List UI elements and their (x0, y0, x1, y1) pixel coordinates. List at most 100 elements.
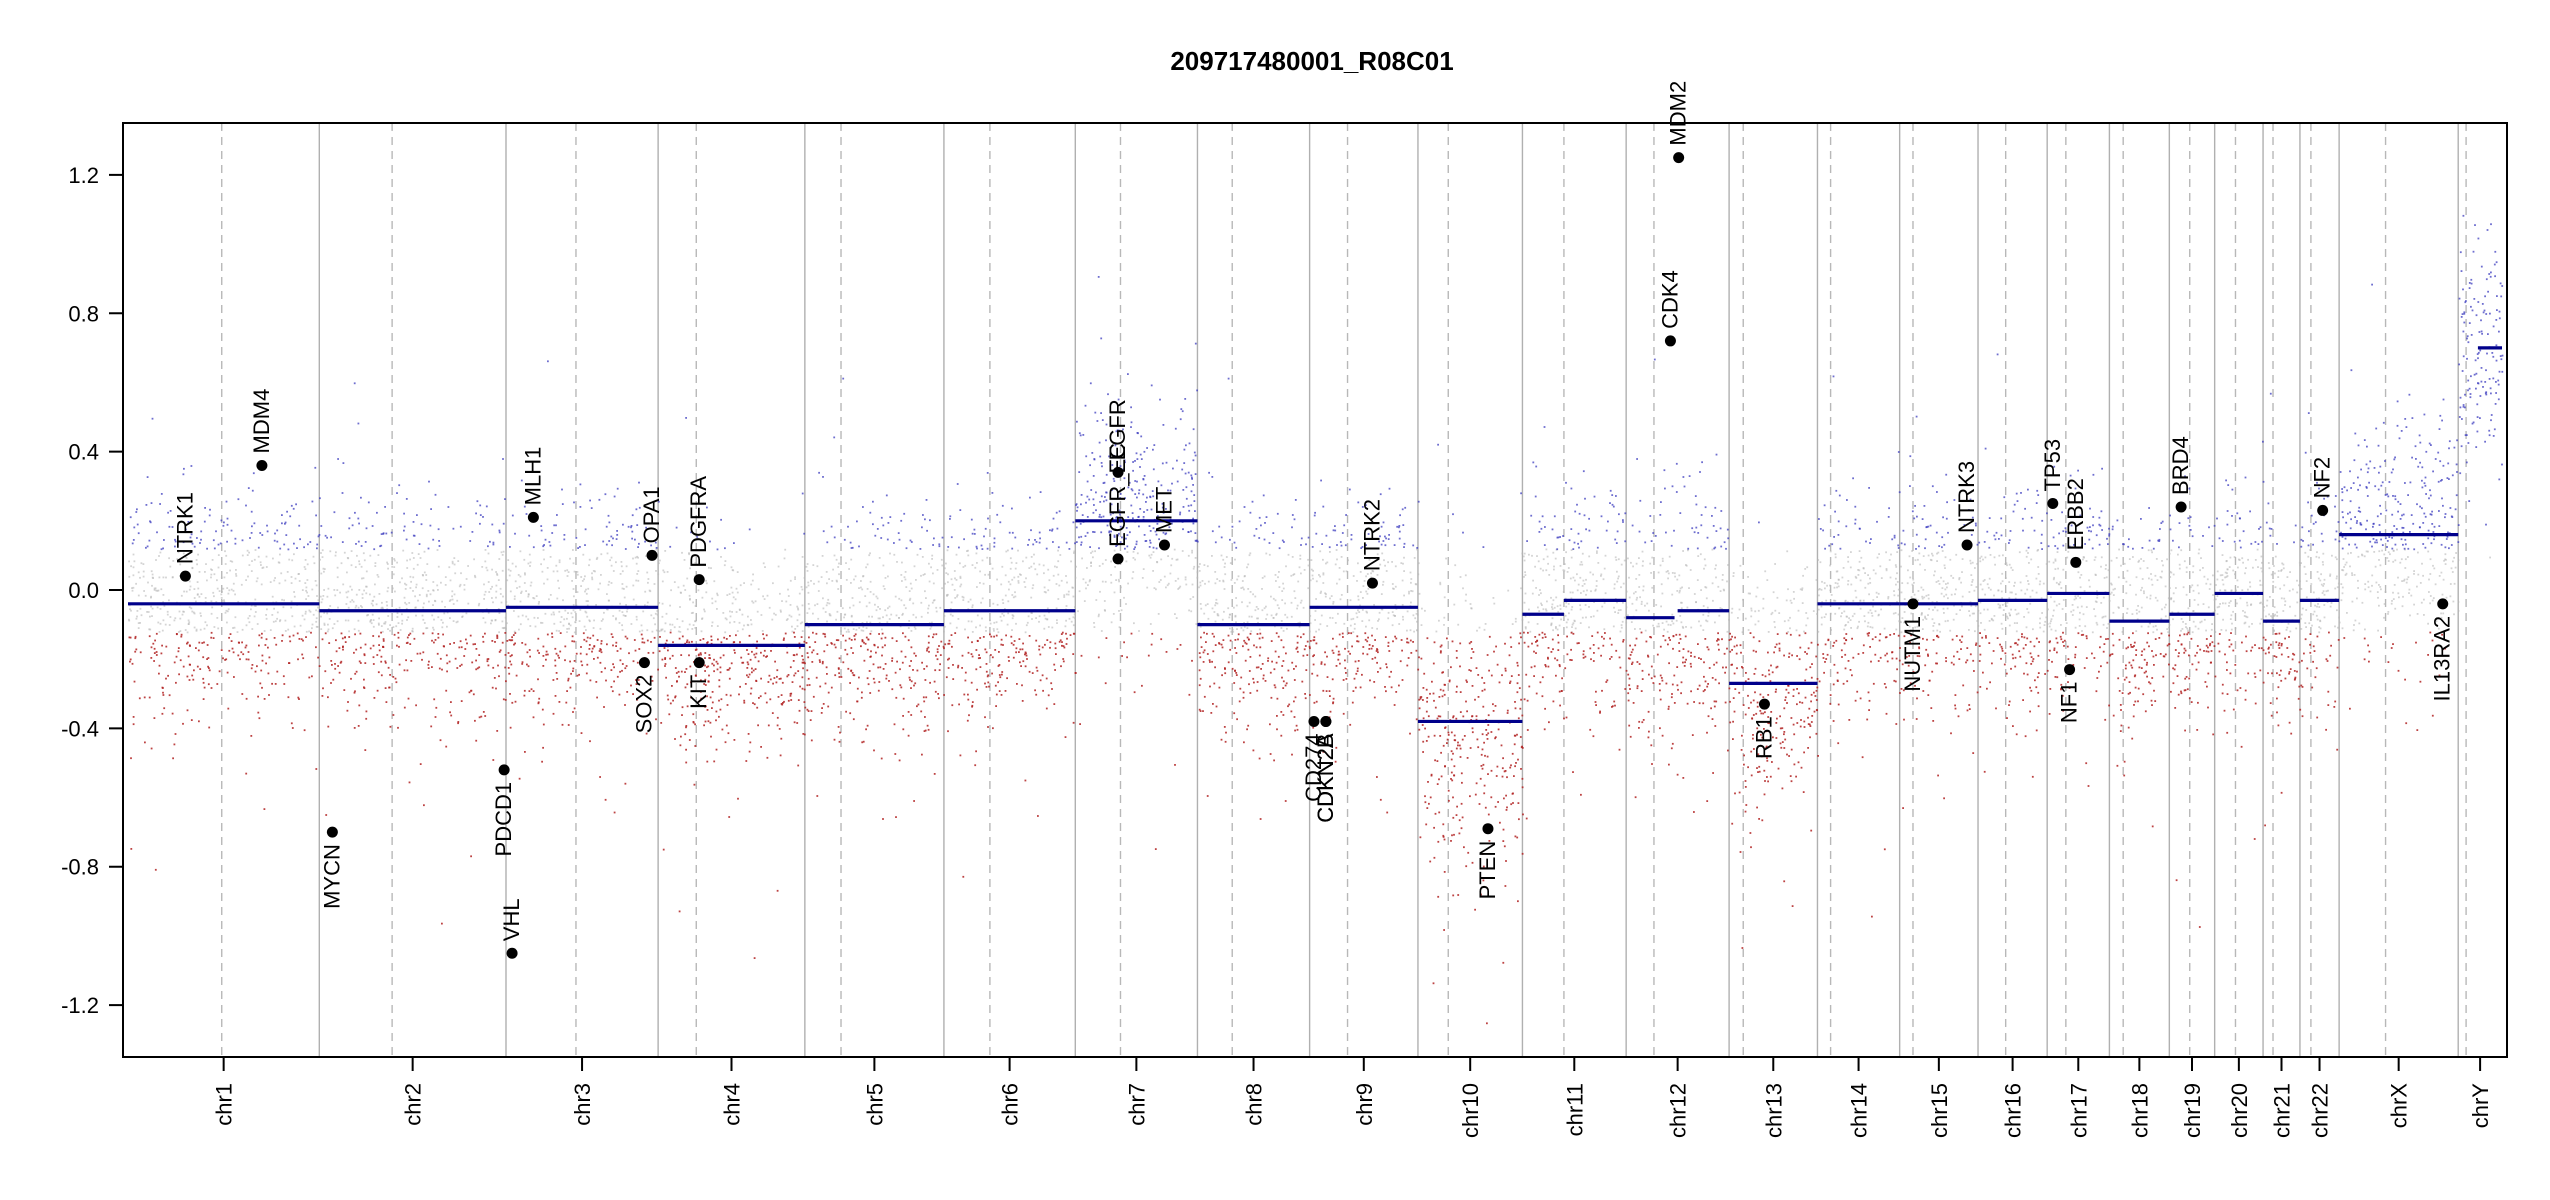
probe-point (806, 563, 809, 565)
probe-point (1061, 631, 1064, 634)
probe-point (1027, 544, 1029, 546)
probe-point (554, 647, 557, 650)
probe-point (411, 552, 414, 554)
probe-point (958, 703, 960, 706)
probe-point (708, 674, 710, 677)
probe-point (1188, 693, 1191, 696)
probe-point (220, 593, 223, 596)
probe-point (1513, 743, 1516, 746)
probe-point (132, 716, 135, 718)
probe-point (324, 632, 327, 635)
probe-point (204, 597, 207, 599)
probe-point (1146, 586, 1149, 589)
probe-point (336, 566, 339, 569)
probe-point (1427, 781, 1429, 783)
probe-point (600, 620, 603, 622)
probe-point (986, 556, 989, 559)
probe-point (1074, 576, 1077, 579)
probe-point (760, 677, 762, 680)
probe-point (387, 628, 389, 630)
probe-point (306, 591, 308, 594)
probe-point (904, 635, 907, 638)
probe-point (367, 614, 369, 616)
probe-point (1417, 573, 1420, 576)
probe-point (1137, 432, 1139, 435)
probe-point (281, 640, 283, 642)
probe-point (1483, 688, 1486, 691)
probe-point (1110, 530, 1112, 533)
probe-point (895, 696, 898, 699)
probe-point (1387, 611, 1390, 614)
probe-point (146, 611, 148, 613)
probe-point (1270, 640, 1273, 642)
probe-point (260, 669, 263, 672)
probe-point (1193, 500, 1196, 502)
probe-point (393, 633, 396, 636)
probe-point (1394, 585, 1397, 588)
probe-point (1326, 561, 1329, 564)
probe-point (1159, 398, 1161, 401)
probe-point (672, 641, 674, 644)
probe-point (436, 549, 439, 551)
probe-point (552, 570, 555, 573)
probe-point (357, 725, 360, 727)
probe-point (1224, 573, 1227, 576)
probe-point (557, 654, 560, 657)
probe-point (1187, 554, 1190, 557)
probe-point (1283, 541, 1285, 543)
probe-point (658, 650, 661, 653)
probe-point (1365, 544, 1367, 546)
probe-point (533, 616, 536, 619)
probe-point (182, 722, 184, 725)
probe-point (475, 668, 478, 671)
probe-point (899, 668, 901, 671)
probe-point (1076, 506, 1079, 509)
probe-point (1564, 597, 1567, 600)
probe-point (162, 694, 165, 696)
probe-point (988, 685, 990, 688)
probe-point (1398, 537, 1401, 540)
probe-point (1047, 568, 1050, 571)
probe-point (363, 559, 366, 562)
probe-point (1304, 645, 1307, 647)
probe-point (427, 667, 430, 669)
probe-point (496, 635, 499, 638)
probe-point (258, 717, 261, 720)
probe-point (532, 716, 535, 719)
probe-point (130, 565, 132, 568)
probe-point (1160, 484, 1163, 487)
probe-point (1263, 607, 1266, 610)
probe-point (1492, 703, 1494, 706)
probe-point (1570, 487, 1573, 490)
probe-point (1416, 613, 1419, 616)
probe-point (971, 655, 974, 658)
probe-point (363, 654, 366, 657)
probe-point (1376, 627, 1378, 630)
probe-point (931, 558, 933, 560)
probe-point (434, 716, 437, 718)
probe-point (1123, 596, 1125, 599)
probe-point (1019, 661, 1021, 664)
probe-point (866, 621, 868, 624)
probe-point (486, 660, 489, 663)
probe-point (1368, 558, 1371, 561)
probe-point (1117, 534, 1119, 537)
probe-point (280, 572, 283, 575)
probe-point (655, 547, 658, 549)
probe-point (702, 638, 705, 640)
probe-point (1270, 696, 1273, 699)
probe-point (1469, 747, 1472, 749)
probe-point (1024, 665, 1027, 668)
probe-point (1199, 584, 1202, 587)
probe-point (735, 611, 738, 613)
probe-point (1034, 539, 1036, 541)
probe-point (743, 624, 745, 627)
probe-point (447, 506, 450, 508)
probe-point (1381, 552, 1384, 555)
probe-point (199, 628, 202, 631)
probe-point (1322, 582, 1325, 584)
probe-point (542, 545, 545, 548)
probe-point (949, 608, 952, 610)
probe-point (266, 524, 268, 527)
probe-point (941, 536, 944, 539)
